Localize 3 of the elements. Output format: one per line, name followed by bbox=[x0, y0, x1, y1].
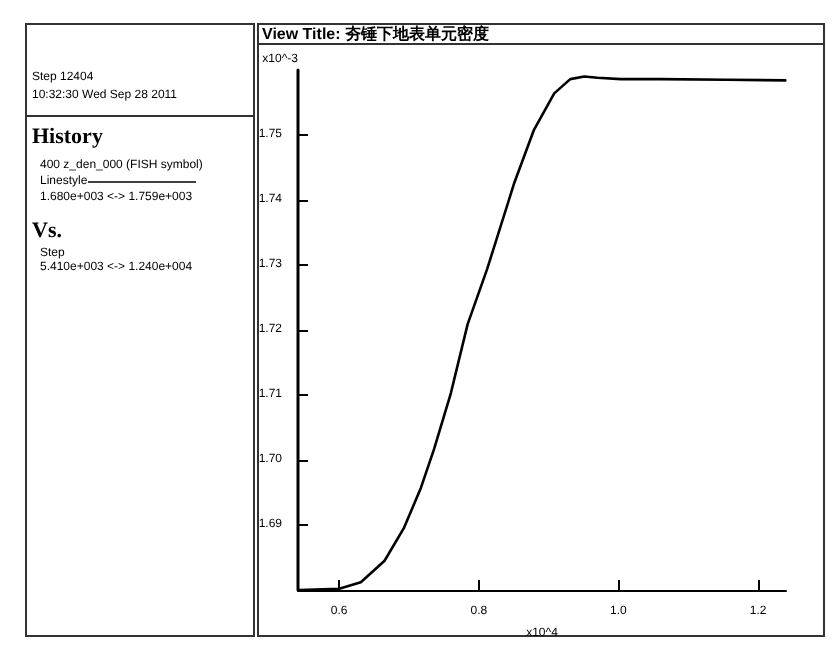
text: History bbox=[32, 125, 104, 149]
chart-title: View Title: 夯锤下地表单元密度 bbox=[262, 23, 489, 43]
text: Vs. bbox=[32, 219, 63, 243]
